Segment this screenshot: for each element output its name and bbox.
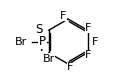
Text: F: F [67, 62, 74, 72]
Text: Br: Br [42, 54, 55, 63]
Text: Br: Br [15, 37, 27, 46]
Text: S: S [36, 23, 43, 36]
Text: F: F [85, 50, 92, 60]
Text: P: P [39, 35, 46, 48]
Text: F: F [92, 37, 99, 46]
Text: F: F [85, 23, 92, 33]
Text: F: F [60, 11, 66, 21]
